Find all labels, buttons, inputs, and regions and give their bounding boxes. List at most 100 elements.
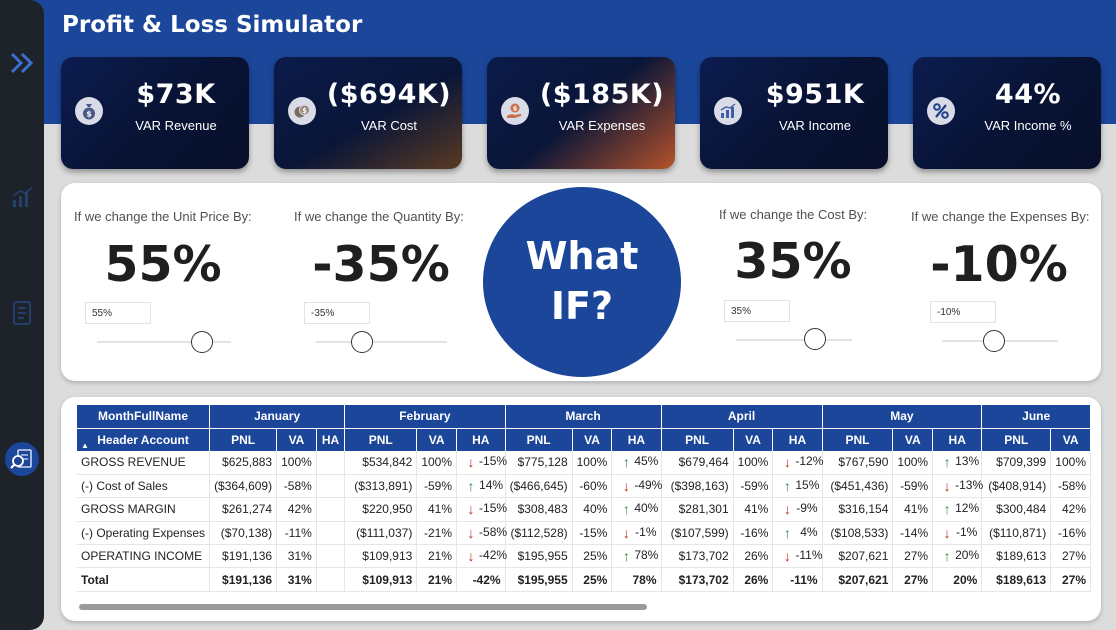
- pnl-cell: $109,913: [344, 544, 418, 569]
- cost-slider-track[interactable]: [736, 339, 852, 341]
- kpi-value: $951K: [765, 79, 865, 110]
- ha-value: 12%: [955, 501, 980, 516]
- search-report-icon[interactable]: [5, 442, 39, 476]
- double-chevron-right-icon[interactable]: [8, 49, 36, 77]
- table-row: GROSS REVENUE $625,883 100% $534,842 100% ↓ -1…: [77, 451, 1091, 475]
- account-header-label: Header Account: [97, 432, 189, 447]
- pnl-cell: $173,702: [661, 544, 734, 569]
- month-header[interactable]: May: [822, 405, 983, 429]
- va-cell: 41%: [416, 497, 458, 522]
- pnl-column-header[interactable]: PNL: [661, 428, 734, 451]
- month-header[interactable]: March: [505, 405, 662, 429]
- va-column-header[interactable]: VA: [733, 428, 774, 451]
- ha-cell: ↑ 14%: [456, 474, 506, 499]
- unit-price-slider-knob[interactable]: [190, 331, 213, 353]
- table-row: (-) Cost of Sales ($364,609) -58% ($313,891…: [77, 474, 1091, 499]
- va-column-header[interactable]: VA: [1050, 428, 1091, 451]
- pnl-cell: $191,136: [209, 567, 278, 592]
- va-cell: -21%: [416, 521, 458, 546]
- pnl-cell: ($466,645): [505, 474, 573, 499]
- ha-column-header[interactable]: HA: [456, 428, 506, 451]
- ha-value: 45%: [634, 454, 659, 469]
- month-header[interactable]: April: [661, 405, 823, 429]
- svg-text:$: $: [513, 105, 518, 113]
- quantity-slider-track[interactable]: [316, 341, 447, 343]
- pnl-column-header[interactable]: PNL: [981, 428, 1052, 451]
- scrollbar-thumb[interactable]: [79, 604, 647, 610]
- account-cell: (-) Operating Expenses: [77, 521, 211, 546]
- kpi-value: $73K: [136, 79, 216, 110]
- va-cell: -58%: [1050, 474, 1091, 499]
- ha-value: -15%: [479, 501, 508, 516]
- arrow-up-icon: ↑: [783, 524, 791, 541]
- table-row: (-) Operating Expenses ($70,138) -11% ($111…: [77, 521, 1091, 546]
- expenses-slider-knob[interactable]: [983, 330, 1006, 352]
- kpi-label: VAR Revenue: [135, 118, 217, 133]
- va-column-header[interactable]: VA: [276, 428, 317, 451]
- ha-column-header[interactable]: HA: [316, 428, 346, 451]
- quantity-input[interactable]: [304, 302, 370, 324]
- pnl-cell: $308,483: [505, 497, 573, 522]
- ha-value: 20%: [955, 548, 980, 563]
- account-column-header[interactable]: ▲ Header Account: [77, 428, 211, 451]
- month-field-header[interactable]: MonthFullName: [77, 405, 211, 429]
- va-column-header[interactable]: VA: [892, 428, 934, 451]
- pnl-column-header[interactable]: PNL: [505, 428, 573, 451]
- ha-cell: ↑ 45%: [611, 451, 662, 475]
- money-bag-icon: $: [75, 97, 103, 125]
- chart-icon[interactable]: [8, 184, 36, 212]
- va-column-header[interactable]: VA: [572, 428, 613, 451]
- pnl-column-header[interactable]: PNL: [344, 428, 418, 451]
- quantity-value: -35%: [312, 236, 450, 293]
- svg-text:$: $: [86, 110, 92, 119]
- ha-column-header[interactable]: HA: [932, 428, 983, 451]
- account-cell: GROSS MARGIN: [77, 497, 211, 522]
- ha-value: -42%: [479, 548, 508, 563]
- ha-value: 13%: [955, 454, 980, 469]
- unit-price-slider-track[interactable]: [97, 341, 231, 343]
- expenses-value: -10%: [930, 236, 1068, 293]
- va-cell: 42%: [276, 497, 317, 522]
- pnl-cell: ($112,528): [505, 521, 573, 546]
- va-cell: 27%: [892, 544, 934, 569]
- ha-cell: -11%: [772, 567, 823, 592]
- month-header[interactable]: February: [344, 405, 506, 429]
- ha-column-header[interactable]: HA: [611, 428, 662, 451]
- pnl-column-header[interactable]: PNL: [822, 428, 894, 451]
- ha-cell: ↑ 20%: [932, 544, 983, 569]
- pnl-table-viewport[interactable]: MonthFullName January February March April Ma…: [77, 405, 1091, 601]
- unit-price-input[interactable]: [85, 302, 151, 324]
- document-icon[interactable]: [8, 299, 36, 327]
- cost-input[interactable]: [724, 300, 790, 322]
- pnl-cell: $195,955: [505, 567, 573, 592]
- pnl-cell: $261,274: [209, 497, 278, 522]
- pnl-cell: ($107,599): [661, 521, 734, 546]
- pnl-column-header[interactable]: PNL: [209, 428, 278, 451]
- cost-slider-knob[interactable]: [803, 328, 826, 350]
- expenses-label: If we change the Expenses By:: [911, 209, 1090, 224]
- va-cell: 26%: [733, 544, 774, 569]
- pnl-cell: $195,955: [505, 544, 573, 569]
- ha-column-header[interactable]: HA: [772, 428, 823, 451]
- ha-cell: [316, 474, 346, 499]
- total-row: Total $191,136 31% $109,913 21% -42% $195,955 2…: [77, 567, 1091, 592]
- kpi-label: VAR Income %: [984, 118, 1072, 133]
- ha-value: -13%: [955, 478, 984, 493]
- table-row: OPERATING INCOME $191,136 31% $109,913 21% ↓ -…: [77, 544, 1091, 569]
- ha-value: -1%: [635, 524, 657, 539]
- quantity-slider-knob[interactable]: [350, 331, 373, 353]
- va-cell: 25%: [572, 544, 613, 569]
- month-header[interactable]: June: [981, 405, 1091, 429]
- sort-ascending-icon[interactable]: ▲: [81, 440, 89, 450]
- va-column-header[interactable]: VA: [416, 428, 458, 451]
- ha-cell: ↑ 4%: [772, 521, 823, 546]
- month-header[interactable]: January: [209, 405, 346, 429]
- horizontal-scrollbar[interactable]: [77, 603, 1087, 611]
- va-cell: -15%: [572, 521, 613, 546]
- expenses-input[interactable]: [930, 301, 996, 323]
- account-cell: (-) Cost of Sales: [77, 474, 211, 499]
- va-cell: 27%: [1050, 544, 1091, 569]
- va-cell: 21%: [416, 544, 458, 569]
- arrow-up-icon: ↑: [622, 548, 630, 565]
- pnl-cell: $189,613: [981, 544, 1052, 569]
